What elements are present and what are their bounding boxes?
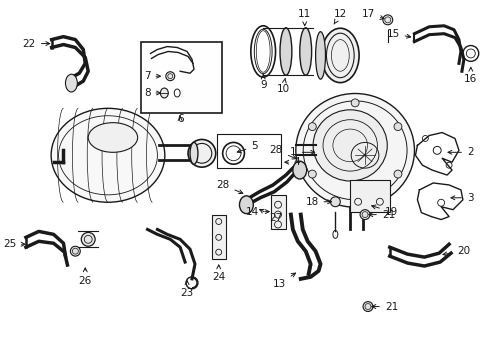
Ellipse shape bbox=[351, 194, 359, 202]
Text: 21: 21 bbox=[369, 210, 395, 220]
Ellipse shape bbox=[166, 72, 175, 81]
Ellipse shape bbox=[296, 94, 415, 207]
Text: 16: 16 bbox=[464, 67, 477, 84]
Ellipse shape bbox=[394, 170, 402, 178]
Text: 5: 5 bbox=[237, 141, 258, 153]
Ellipse shape bbox=[360, 210, 370, 220]
Text: 2: 2 bbox=[448, 147, 473, 157]
Ellipse shape bbox=[71, 246, 80, 256]
Bar bbox=[271, 195, 286, 229]
Text: 17: 17 bbox=[362, 9, 384, 19]
Ellipse shape bbox=[293, 161, 307, 179]
Text: 14: 14 bbox=[246, 207, 269, 217]
Text: 24: 24 bbox=[212, 265, 225, 282]
Text: 20: 20 bbox=[443, 246, 470, 256]
Text: 28: 28 bbox=[217, 180, 243, 194]
Bar bbox=[217, 134, 281, 168]
Text: 7: 7 bbox=[144, 71, 160, 81]
Ellipse shape bbox=[81, 233, 95, 246]
Ellipse shape bbox=[300, 28, 312, 75]
Text: 13: 13 bbox=[273, 273, 295, 289]
Bar bbox=[212, 215, 225, 259]
Ellipse shape bbox=[160, 88, 168, 98]
Text: 18: 18 bbox=[305, 197, 332, 207]
Ellipse shape bbox=[88, 123, 138, 152]
Ellipse shape bbox=[308, 170, 316, 178]
Text: 9: 9 bbox=[260, 75, 267, 90]
Text: 12: 12 bbox=[334, 9, 347, 24]
Text: 4: 4 bbox=[285, 157, 300, 167]
Ellipse shape bbox=[188, 139, 216, 167]
Ellipse shape bbox=[330, 197, 341, 207]
Text: 23: 23 bbox=[180, 281, 194, 298]
Ellipse shape bbox=[280, 28, 292, 75]
Text: 3: 3 bbox=[451, 193, 473, 203]
Text: 28: 28 bbox=[270, 145, 296, 159]
Text: 21: 21 bbox=[372, 302, 398, 311]
Text: 25: 25 bbox=[3, 239, 25, 249]
Ellipse shape bbox=[313, 110, 387, 181]
Text: 22: 22 bbox=[23, 39, 50, 49]
Ellipse shape bbox=[394, 123, 402, 131]
Text: 6: 6 bbox=[177, 114, 183, 124]
Ellipse shape bbox=[363, 302, 373, 311]
Bar bbox=[141, 42, 221, 113]
Ellipse shape bbox=[190, 143, 198, 164]
Text: 26: 26 bbox=[78, 268, 92, 286]
Bar bbox=[350, 180, 390, 212]
Text: 10: 10 bbox=[276, 78, 290, 94]
Text: 27: 27 bbox=[260, 210, 282, 222]
Ellipse shape bbox=[51, 108, 165, 202]
Ellipse shape bbox=[66, 74, 77, 92]
Ellipse shape bbox=[316, 32, 325, 79]
Text: 1: 1 bbox=[290, 147, 315, 157]
Text: 15: 15 bbox=[387, 29, 411, 39]
Ellipse shape bbox=[321, 28, 359, 82]
Ellipse shape bbox=[308, 123, 316, 131]
Text: 8: 8 bbox=[144, 88, 160, 98]
Text: 19: 19 bbox=[372, 205, 398, 217]
Ellipse shape bbox=[240, 196, 253, 213]
Text: 11: 11 bbox=[298, 9, 311, 26]
Ellipse shape bbox=[383, 15, 392, 25]
Ellipse shape bbox=[351, 99, 359, 107]
